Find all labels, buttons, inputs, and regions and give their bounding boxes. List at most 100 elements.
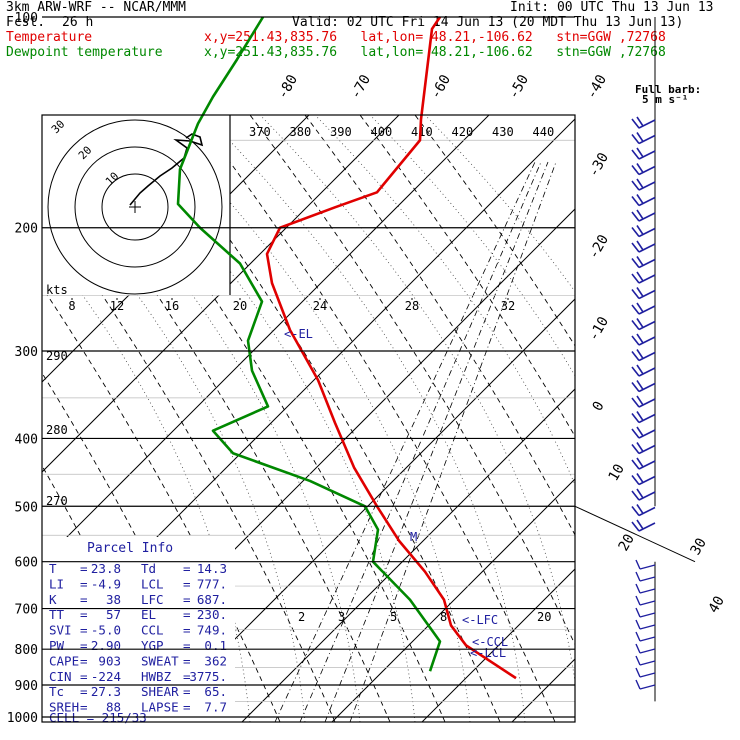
- wind-barb: [635, 607, 656, 618]
- theta-label: 400: [371, 125, 393, 139]
- wind-barb: [631, 426, 656, 439]
- parcel-info-cell: LI: [49, 576, 64, 591]
- isotherm-tick-label: 10: [606, 461, 628, 484]
- dry-adiabat-line: [249, 115, 575, 646]
- wind-barb: [635, 631, 656, 642]
- parcel-info-cell: PW: [49, 638, 65, 653]
- dry-adiabat-line: [414, 115, 575, 347]
- theta-label: 410: [411, 125, 433, 139]
- parcel-info-cell: =: [80, 638, 88, 653]
- ccl-marker: <-CCL: [472, 635, 508, 649]
- wind-barb: [635, 655, 656, 666]
- isotherm-tick-label: -40: [584, 72, 611, 102]
- parcel-info-cell: HWBZ: [141, 669, 172, 684]
- parcel-info-background: [42, 537, 235, 722]
- parcel-info-cell: SHEAR: [141, 684, 179, 699]
- el-marker: <-EL: [284, 327, 313, 341]
- parcel-info-title: Parcel Info: [87, 541, 173, 556]
- parcel-info-cell: LCL: [141, 576, 164, 591]
- isotherm-tick-label: -30: [586, 150, 613, 180]
- forecast-hours: 26 h: [62, 15, 94, 30]
- parcel-info-cell: =: [80, 576, 88, 591]
- theta-label: 370: [249, 125, 271, 139]
- isotherm-tick-label: -10: [586, 314, 613, 344]
- parcel-info-cell: -224: [91, 669, 121, 684]
- wind-axis-slant: [574, 505, 696, 563]
- parcel-info-cell: LAPSE: [141, 700, 179, 715]
- hodograph-units-label: kts: [46, 283, 68, 297]
- theta-side-label: 290: [46, 349, 68, 363]
- mixing-ratio-label: 20: [537, 610, 551, 624]
- wind-barb: [635, 583, 656, 594]
- temperature-trace: [265, 16, 517, 680]
- hodograph-speed-label: 32: [501, 299, 515, 313]
- parcel-info-cell: =: [183, 700, 191, 715]
- hodograph-speed-label: 16: [165, 299, 179, 313]
- wind-barb: [631, 411, 656, 424]
- mixing-ratio-label: 8: [440, 610, 447, 624]
- isotherm-line: [151, 298, 575, 722]
- hodograph-speed-label: 20: [233, 299, 247, 313]
- wind-barb: [631, 271, 656, 284]
- parcel-info-cell: =: [80, 684, 88, 699]
- pressure-tick-label: 900: [15, 679, 38, 694]
- parcel-info-cell: =: [80, 561, 88, 576]
- parcel-info-cell: =: [183, 653, 191, 668]
- parcel-m-marker: M: [410, 530, 417, 544]
- lfc-marker: <-LFC: [462, 613, 498, 627]
- mixing-ratio-line: [299, 161, 542, 722]
- mixing-ratio-line: [324, 161, 549, 722]
- parcel-info-cell: 777.: [197, 576, 227, 591]
- parcel-info-cell: =: [183, 561, 191, 576]
- dry-adiabat-line: [194, 115, 556, 722]
- wind-barb: [631, 380, 656, 393]
- wind-barb: [635, 571, 656, 582]
- wind-barb: [631, 163, 656, 176]
- hodograph-speed-label: 24: [313, 299, 327, 313]
- isotherm-line: [421, 568, 575, 722]
- wind-barb: [631, 349, 656, 362]
- hodograph-ring: [47, 119, 223, 295]
- wind-barb: [631, 519, 656, 532]
- isotherm-tick-label: -60: [428, 72, 455, 102]
- parcel-info-cell: =: [80, 607, 88, 622]
- wind-barb: [631, 395, 656, 408]
- wind-barb: [631, 178, 656, 191]
- pressure-tick-label: 800: [15, 643, 38, 658]
- temperature-location-info: x,y=251.43,835.76 lat,lon= 48.21,-106.62…: [204, 30, 666, 45]
- wind-barb: [631, 302, 656, 315]
- parcel-info-cell: LFC: [141, 592, 164, 607]
- parcel-info-cell: =: [183, 576, 191, 591]
- parcel-info-cell: 2.90: [91, 638, 121, 653]
- parcel-info-cell: SWEAT: [141, 653, 179, 668]
- parcel-info-cell: YGP: [141, 638, 164, 653]
- pressure-tick-label: 400: [15, 432, 38, 447]
- hodograph-ring: [101, 173, 169, 241]
- wind-barb: [631, 364, 656, 377]
- dewpoint-legend: Dewpoint temperature: [6, 45, 163, 60]
- wind-barb: [631, 240, 656, 253]
- parcel-info-cell: TT: [49, 607, 65, 622]
- isotherm-line: [602, 115, 740, 722]
- init-time: Init: 00 UTC Thu 13 Jun 13: [510, 0, 714, 15]
- parcel-info-cell: =: [80, 623, 88, 638]
- parcel-info-cell: 0.1: [204, 638, 227, 653]
- dry-adiabat-line: [84, 115, 446, 722]
- parcel-info-cell: CAPE: [49, 653, 79, 668]
- pressure-tick-label: 100: [15, 11, 38, 26]
- model-title: 3km ARW-WRF -- NCAR/MMM: [6, 0, 187, 15]
- parcel-info-cell: 749.: [197, 623, 227, 638]
- wind-scale-units: 5 m s⁻¹: [642, 93, 688, 106]
- parcel-info-cell: 88: [106, 700, 121, 715]
- hodograph-speed-label: 28: [405, 299, 419, 313]
- isotherm-tick-label: -20: [586, 232, 613, 262]
- wind-barb: [631, 318, 656, 331]
- parcel-info-cell: =: [80, 700, 88, 715]
- wind-barb: [631, 256, 656, 269]
- theta-label: 420: [452, 125, 474, 139]
- wind-barb: [631, 333, 656, 346]
- mixing-ratio-label: 3: [338, 610, 345, 624]
- wind-barb: [635, 679, 656, 690]
- isotherm-line: [331, 478, 575, 722]
- parcel-info-cell: 65.: [204, 684, 227, 699]
